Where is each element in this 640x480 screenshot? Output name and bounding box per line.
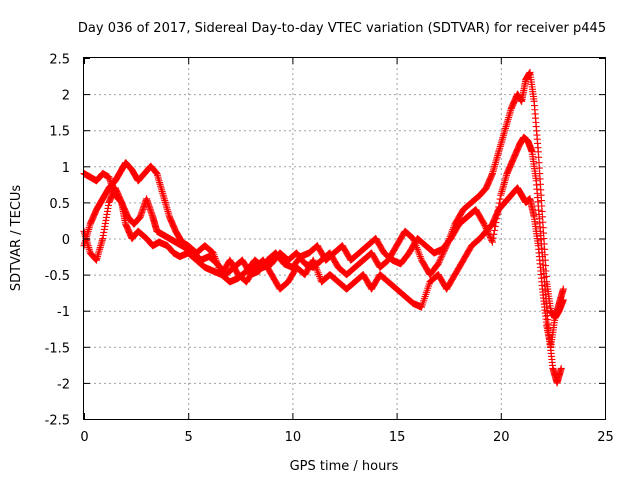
x-tick-label: 0 bbox=[80, 430, 88, 445]
y-tick-label: 2.5 bbox=[49, 53, 70, 68]
grid bbox=[84, 58, 605, 419]
data-point bbox=[488, 238, 496, 246]
data-point bbox=[438, 251, 446, 259]
y-tick-label: 0 bbox=[62, 233, 70, 248]
data-point bbox=[440, 248, 448, 256]
y-tick-label: -1 bbox=[57, 305, 70, 320]
x-tick-label: 10 bbox=[285, 430, 302, 445]
data-point bbox=[480, 220, 488, 228]
x-tick-label: 5 bbox=[185, 430, 193, 445]
data-point bbox=[435, 258, 443, 266]
x-axis-title: GPS time / hours bbox=[290, 459, 399, 474]
data-point bbox=[559, 296, 567, 304]
x-tick-label: 25 bbox=[597, 430, 614, 445]
data-point bbox=[496, 195, 504, 203]
y-tick-label: -1.5 bbox=[45, 341, 70, 356]
data-point bbox=[436, 255, 444, 263]
y-tick-label: -0.5 bbox=[45, 269, 70, 284]
x-tick-label: 15 bbox=[389, 430, 406, 445]
data-point bbox=[442, 243, 450, 251]
y-tick-label: -2.5 bbox=[45, 414, 70, 429]
plot-frame bbox=[83, 57, 606, 420]
series-layer bbox=[80, 68, 567, 387]
data-point bbox=[438, 252, 446, 260]
data-point bbox=[441, 245, 449, 253]
data-point bbox=[495, 199, 503, 207]
data-point bbox=[489, 234, 497, 242]
y-tick-labels: -2.5 -2 -1.5 -1 -0.5 0 0.5 1 1.5 2 2.5 bbox=[45, 53, 70, 429]
chart-title: Day 036 of 2017, Sidereal Day-to-day VTE… bbox=[78, 21, 606, 36]
data-point bbox=[559, 285, 567, 293]
data-point bbox=[483, 226, 491, 234]
data-point bbox=[481, 222, 489, 230]
series-trace-3 bbox=[80, 68, 567, 322]
axis-ticks bbox=[84, 58, 606, 420]
data-point bbox=[439, 249, 447, 257]
data-point bbox=[437, 254, 445, 262]
data-point bbox=[493, 215, 501, 223]
data-point bbox=[491, 222, 499, 230]
y-tick-label: 2 bbox=[62, 89, 70, 104]
x-tick-label: 20 bbox=[493, 430, 510, 445]
data-point bbox=[434, 260, 442, 268]
data-point bbox=[436, 257, 444, 265]
y-tick-label: -2 bbox=[57, 377, 70, 392]
y-axis-title: SDTVAR / TECUs bbox=[9, 185, 24, 292]
x-tick-labels: 0 5 10 15 20 25 bbox=[80, 430, 613, 445]
data-point bbox=[484, 229, 492, 237]
data-point bbox=[490, 230, 498, 238]
data-point bbox=[491, 226, 499, 234]
data-point bbox=[484, 228, 492, 236]
y-tick-label: 1 bbox=[62, 161, 70, 176]
data-point bbox=[495, 203, 503, 211]
y-tick-label: 0.5 bbox=[49, 197, 70, 212]
data-point bbox=[494, 207, 502, 215]
series-trace-2 bbox=[80, 133, 565, 387]
data-point bbox=[557, 364, 565, 372]
data-point bbox=[482, 225, 490, 233]
data-point bbox=[482, 223, 490, 231]
data-point bbox=[493, 211, 501, 219]
data-point bbox=[441, 246, 449, 254]
y-tick-label: 1.5 bbox=[49, 125, 70, 140]
data-point bbox=[492, 219, 500, 227]
